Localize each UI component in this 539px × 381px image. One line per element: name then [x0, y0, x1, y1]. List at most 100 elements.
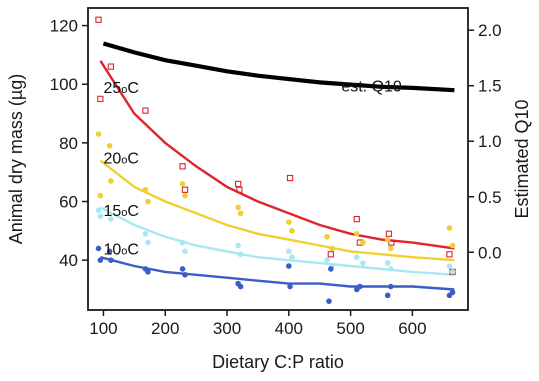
x-tick-label-500: 500 — [336, 319, 364, 338]
series-10c-point — [95, 245, 102, 252]
series-15c-point — [387, 266, 394, 272]
series-15c-point — [235, 242, 241, 249]
series-20c-label-value: 20 — [103, 150, 121, 167]
x-axis: 100 200 300 400 500 600 — [89, 310, 427, 338]
series-20c-point — [286, 219, 292, 225]
series-15c-point — [286, 248, 292, 255]
series-25c-point — [353, 215, 360, 223]
series-25c-point — [97, 95, 104, 103]
y-tick-label-60: 60 — [59, 193, 78, 212]
series-10c-point — [384, 292, 391, 299]
series-15c-point — [324, 257, 330, 263]
series-10c-point — [97, 257, 104, 263]
series-25c-point — [327, 251, 334, 258]
series-25c-label-degree: o — [121, 84, 127, 96]
y-tick-label-40: 40 — [59, 251, 78, 270]
series-10c-point — [237, 283, 244, 290]
plot-frame — [87, 7, 469, 311]
series-20c-point — [353, 230, 360, 237]
y2-axis-title: Estimated Q10 — [512, 99, 532, 218]
x-axis-title: Dietary C:P ratio — [212, 352, 344, 372]
series-20c-point — [179, 181, 186, 187]
y2-tick-label-2: 1.0 — [478, 132, 502, 151]
y2-tick-label-3: 1.5 — [478, 77, 502, 96]
q10-curve — [102, 41, 455, 93]
series-15c-point — [182, 248, 188, 255]
x-tick-label-200: 200 — [151, 319, 179, 338]
series-20c-point — [142, 186, 149, 193]
series-20c-point — [449, 242, 456, 249]
series-10c-label-degree: o — [121, 245, 127, 257]
series-10c-point — [449, 289, 456, 296]
series-25c-point — [179, 163, 186, 170]
y-axis: 40 60 80 100 120 — [50, 17, 88, 270]
q10-label: est. Q10 — [341, 78, 402, 95]
series-15c-label: 15oC — [103, 203, 138, 220]
x-tick-label-100: 100 — [89, 319, 117, 338]
series-15c-point — [108, 216, 114, 222]
series-20c-point — [237, 210, 244, 217]
series-10c-label: 10oC — [103, 241, 138, 258]
series-20c-point — [387, 245, 394, 252]
series-10c-point — [328, 266, 334, 272]
series-10c-point — [106, 248, 113, 255]
series-15c-fit-line — [99, 206, 455, 276]
series-10c-point — [179, 266, 186, 272]
series-20c-label-unit: C — [127, 150, 139, 167]
series-25c-label-value: 25 — [103, 80, 121, 97]
series-10c-point — [387, 283, 394, 290]
y2-tick-label-1: 0.5 — [478, 188, 502, 207]
y-tick-label-100: 100 — [50, 75, 78, 94]
series-20c-point — [360, 239, 366, 246]
series-20c-point — [95, 131, 102, 137]
data-points — [95, 16, 456, 305]
series-20c-point — [108, 178, 114, 184]
series-20c-point — [182, 192, 188, 199]
series-25c-point — [236, 186, 243, 193]
x-tick-label-600: 600 — [398, 319, 426, 338]
series-25c-point — [388, 239, 395, 246]
x-tick-label-300: 300 — [213, 319, 241, 338]
y-tick-label-120: 120 — [50, 17, 78, 36]
series-15c-point — [145, 239, 151, 246]
x-tick-label-400: 400 — [275, 319, 303, 338]
series-15c-point — [179, 239, 186, 246]
y-tick-label-80: 80 — [59, 134, 78, 153]
series-15c-point — [360, 260, 366, 266]
series-20c-point — [106, 143, 113, 149]
series-20c-label: 20oC — [103, 150, 138, 167]
series-20c-point — [289, 228, 295, 234]
series-25c-point — [107, 63, 115, 70]
series-20c-point — [324, 233, 330, 240]
series-10c-point — [182, 272, 188, 278]
series-15c-point — [289, 254, 295, 261]
series-15c-point — [97, 213, 104, 219]
series-25c-point — [385, 230, 393, 237]
series-15c-point — [384, 260, 391, 266]
series-15c-point — [95, 207, 102, 214]
series-15c-point — [449, 269, 456, 275]
series-15c-point — [237, 251, 244, 258]
y2-tick-label-4: 2.0 — [478, 21, 502, 40]
series-25c-point — [446, 251, 453, 258]
series-10c-label-unit: C — [127, 241, 139, 258]
series-20c-point — [329, 245, 335, 252]
series-10c-point — [287, 283, 293, 290]
series-25c-label: 25oC — [103, 80, 138, 97]
series-15c-label-degree: o — [121, 207, 127, 219]
series-10c-point — [326, 298, 332, 305]
series-20c-point — [97, 192, 104, 199]
y2-tick-label-0: 0.0 — [478, 243, 502, 262]
series-10c-point — [145, 269, 151, 275]
series-15c-label-value: 15 — [103, 203, 121, 220]
series-10c-fit-line — [100, 256, 455, 291]
series-25c-point — [181, 186, 189, 193]
y-axis-title: Animal dry mass (µg) — [6, 74, 26, 244]
series-15c-label-unit: C — [127, 203, 139, 220]
series-25c-point — [95, 16, 102, 23]
series-10c-point — [357, 283, 363, 290]
series-25c-point — [234, 180, 242, 188]
